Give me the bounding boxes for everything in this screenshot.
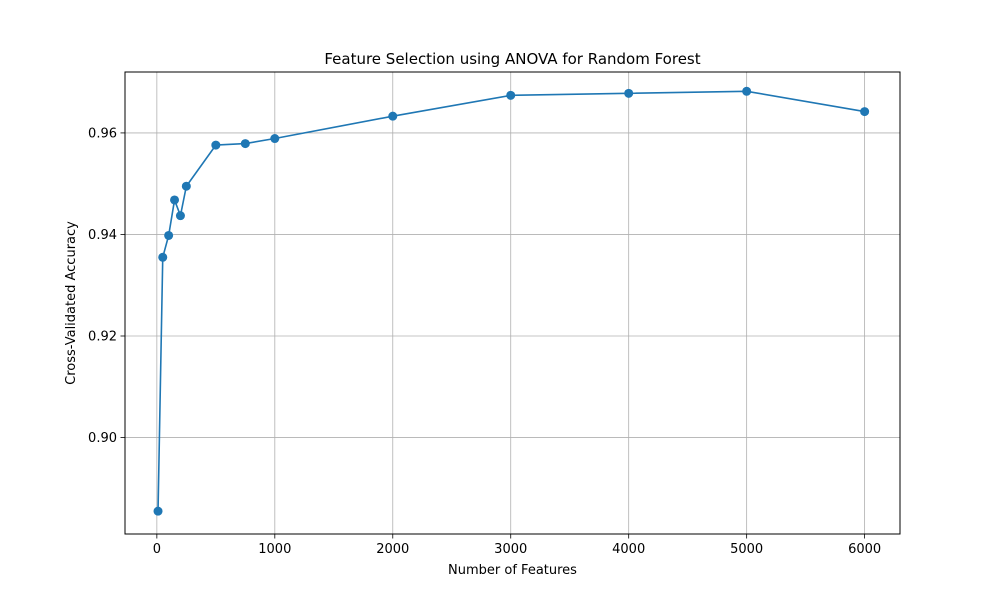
data-point — [153, 506, 163, 516]
series-layer — [153, 86, 870, 516]
y-tick-label: 0.94 — [88, 228, 117, 243]
x-tick-label: 6000 — [848, 542, 881, 557]
plot-frame — [124, 71, 901, 535]
x-tick-label: 5000 — [730, 542, 763, 557]
x-axis-label: Number of Features — [448, 563, 577, 578]
data-point — [158, 252, 168, 262]
y-tick-label: 0.96 — [88, 126, 117, 141]
x-tick-label: 2000 — [376, 542, 409, 557]
x-axis-ticks: 0 1000 2000 3000 4000 5000 6000 — [153, 534, 881, 557]
data-point — [240, 139, 250, 149]
data-point — [181, 181, 191, 191]
data-point — [388, 111, 398, 121]
grid-lines — [125, 72, 900, 534]
data-point — [170, 195, 180, 205]
y-axis-label: Cross-Validated Accuracy — [64, 221, 79, 385]
x-tick-label: 1000 — [258, 542, 291, 557]
x-tick-label: 4000 — [612, 542, 645, 557]
data-point — [624, 88, 634, 98]
data-point — [270, 134, 280, 144]
x-tick-label: 0 — [153, 542, 161, 557]
y-tick-label: 0.90 — [88, 431, 117, 446]
chart-title: Feature Selection using ANOVA for Random… — [324, 50, 700, 68]
data-point — [860, 107, 870, 117]
series-line — [157, 90, 865, 512]
y-axis-ticks: 0.90 0.92 0.94 0.96 — [88, 126, 125, 446]
x-tick-label: 3000 — [494, 542, 527, 557]
data-point — [164, 230, 174, 240]
data-point — [506, 90, 516, 100]
data-point — [742, 86, 752, 96]
y-tick-label: 0.92 — [88, 330, 117, 345]
data-point — [211, 140, 221, 150]
data-point — [175, 211, 185, 221]
